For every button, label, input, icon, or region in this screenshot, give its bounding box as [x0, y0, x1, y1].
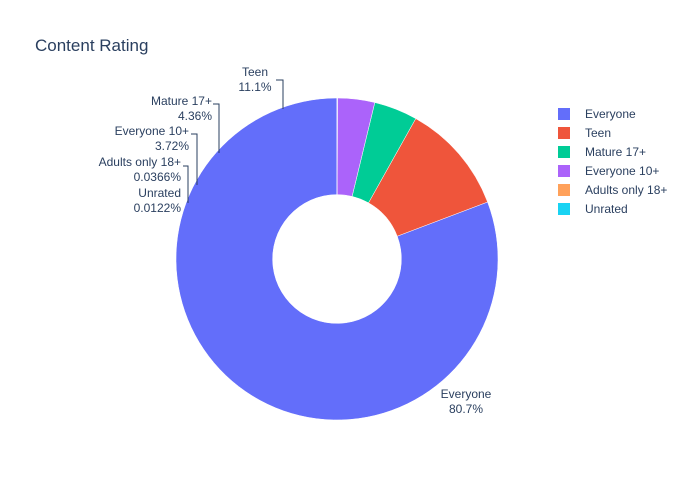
leader-line-teen — [276, 79, 284, 109]
slice-everyone[interactable] — [175, 97, 499, 421]
legend-label-everyone-10: Everyone 10+ — [585, 164, 659, 178]
slice-percent-everyone: 80.7% — [449, 402, 483, 416]
legend-item-mature-17[interactable]: Mature 17+ — [558, 145, 646, 159]
legend-item-everyone-10[interactable]: Everyone 10+ — [558, 164, 659, 178]
legend-swatch-adults-only-18 — [558, 184, 570, 196]
slice-percent-teen: 11.1% — [238, 80, 271, 94]
legend-item-everyone[interactable]: Everyone — [558, 107, 636, 121]
legend-label-adults-only-18: Adults only 18+ — [585, 183, 667, 197]
slice-percent-mature-17: 4.36% — [178, 109, 212, 123]
donut-slices — [175, 97, 499, 421]
legend-label-teen: Teen — [585, 126, 611, 140]
leader-line-mature-17 — [213, 103, 220, 153]
legend-swatch-teen — [558, 127, 570, 139]
chart-title: Content Rating — [35, 36, 148, 55]
legend-label-unrated: Unrated — [585, 202, 628, 216]
slice-label-teen: Teen — [242, 65, 268, 79]
slice-percent-adults-only-18: 0.0366% — [134, 170, 182, 184]
leader-line-everyone-10 — [191, 133, 198, 185]
legend-swatch-everyone — [558, 108, 570, 120]
legend-item-unrated[interactable]: Unrated — [558, 202, 628, 216]
slice-label-mature-17: Mature 17+ — [151, 94, 212, 108]
slice-percent-everyone-10: 3.72% — [155, 139, 189, 153]
slice-percent-unrated: 0.0122% — [134, 201, 182, 215]
legend-label-everyone: Everyone — [585, 107, 636, 121]
legend-swatch-everyone-10 — [558, 165, 570, 177]
slice-label-unrated: Unrated — [138, 186, 181, 200]
slice-label-everyone: Everyone — [441, 387, 492, 401]
legend-item-adults-only-18[interactable]: Adults only 18+ — [558, 183, 667, 197]
legend-swatch-mature-17 — [558, 146, 570, 158]
slice-label-adults-only-18: Adults only 18+ — [99, 155, 181, 169]
legend-swatch-unrated — [558, 203, 570, 215]
slice-label-everyone-10: Everyone 10+ — [115, 124, 189, 138]
legend: Everyone Teen Mature 17+ Everyone 10+ Adults… — [558, 107, 667, 216]
legend-label-mature-17: Mature 17+ — [585, 145, 646, 159]
legend-item-teen[interactable]: Teen — [558, 126, 611, 140]
leader-line-adults-only-18 — [183, 165, 189, 203]
